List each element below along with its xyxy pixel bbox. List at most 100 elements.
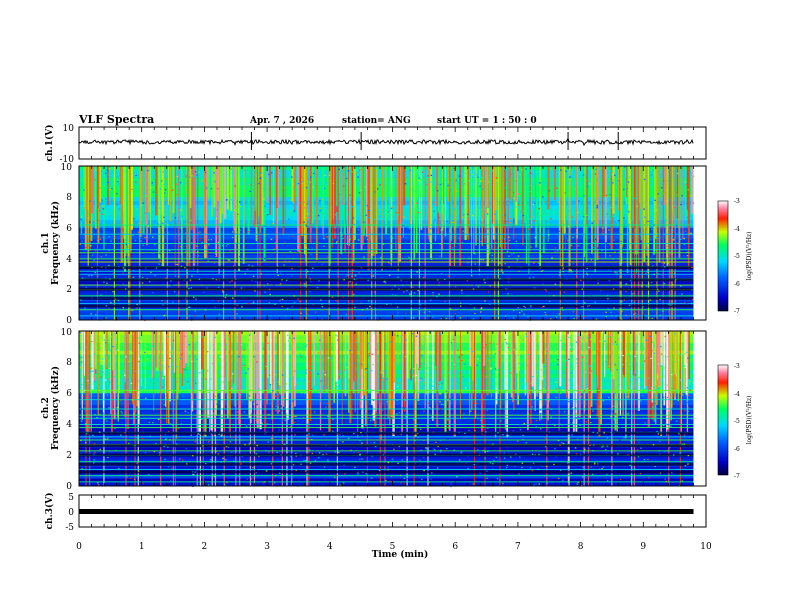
psd-streak <box>360 166 363 251</box>
psd-speckle <box>405 414 408 416</box>
psd-speckle <box>532 203 534 206</box>
psd-speckle <box>213 412 215 414</box>
psd-speckle <box>107 378 110 380</box>
psd-speckle <box>218 346 220 348</box>
psd-speckle <box>518 187 520 189</box>
psd-speckle <box>575 412 578 415</box>
psd-streak <box>189 166 192 208</box>
psd-speckle <box>642 380 645 382</box>
psd-speckle <box>444 278 446 281</box>
psd-speckle <box>262 248 265 250</box>
psd-speckle <box>575 453 578 455</box>
psd-streak <box>161 166 163 215</box>
psd-streak <box>522 166 524 246</box>
psd-speckle <box>611 433 613 435</box>
psd-speckle <box>188 344 190 346</box>
psd-speckle <box>227 259 230 261</box>
psd-speckle <box>297 346 299 348</box>
psd-speckle <box>570 167 573 169</box>
psd-streak <box>660 331 663 366</box>
psd-speckle <box>641 395 644 397</box>
psd-streak <box>95 166 98 228</box>
psd-speckle <box>107 437 109 439</box>
psd-speckle <box>571 363 573 366</box>
psd-speckle <box>615 315 618 317</box>
psd-speckle <box>383 370 385 372</box>
psd-speckle <box>679 353 682 355</box>
psd-speckle <box>100 266 103 268</box>
psd-speckle <box>186 381 189 383</box>
psd-speckle <box>545 352 548 354</box>
psd-speckle <box>494 242 497 244</box>
psd-speckle <box>589 365 591 368</box>
psd-speckle <box>223 438 225 441</box>
psd-speckle <box>91 274 93 277</box>
psd-speckle <box>602 227 604 229</box>
psd-speckle <box>248 395 251 397</box>
psd-speckle <box>477 176 479 178</box>
psd-speckle <box>105 379 107 381</box>
psd-speckle <box>279 472 281 474</box>
psd-speckle <box>284 192 286 194</box>
psd-speckle <box>240 463 242 465</box>
psd-speckle <box>301 284 304 287</box>
psd-speckle <box>257 343 259 345</box>
psd-streak <box>354 331 356 412</box>
psd-speckle <box>417 391 419 393</box>
psd-speckle <box>163 216 165 218</box>
psd-speckle <box>422 276 425 279</box>
psd-speckle <box>661 262 663 264</box>
psd-speckle <box>487 365 490 367</box>
psd-speckle <box>114 332 117 335</box>
psd-speckle <box>127 361 130 363</box>
ch2-spec-ytick-4: 4 <box>66 420 72 430</box>
psd-speckle <box>485 431 487 433</box>
psd-speckle <box>475 375 478 377</box>
psd-speckle <box>644 422 646 424</box>
psd-speckle <box>359 383 361 386</box>
psd-speckle <box>575 358 578 360</box>
psd-streak <box>612 331 615 380</box>
psd-speckle <box>300 427 302 429</box>
psd-speckle <box>692 238 694 240</box>
psd-speckle <box>439 393 441 395</box>
psd-speckle <box>98 210 101 212</box>
psd-speckle <box>585 252 588 255</box>
psd-speckle <box>209 338 212 340</box>
psd-speckle <box>122 272 124 274</box>
psd-speckle <box>92 462 95 464</box>
psd-speckle <box>486 450 489 452</box>
psd-speckle <box>166 269 169 271</box>
psd-speckle <box>419 308 422 310</box>
psd-speckle <box>644 224 646 226</box>
psd-streak <box>450 166 452 242</box>
psd-speckle <box>175 365 178 368</box>
psd-streak <box>444 331 447 433</box>
psd-streak <box>86 166 88 250</box>
psd-streak <box>269 331 271 384</box>
psd-speckle <box>474 430 476 432</box>
psd-speckle <box>91 467 93 469</box>
psd-speckle <box>453 247 456 249</box>
psd-streak <box>682 166 684 239</box>
psd-speckle <box>305 247 307 249</box>
psd-speckle <box>279 476 282 478</box>
psd-streak <box>687 166 690 270</box>
psd-speckle <box>458 258 461 261</box>
psd-speckle <box>381 357 383 359</box>
psd-speckle <box>328 174 331 176</box>
psd-speckle <box>142 482 144 485</box>
psd-speckle <box>439 183 442 185</box>
psd-speckle <box>361 434 363 436</box>
psd-streak <box>591 166 593 255</box>
psd-speckle <box>607 317 610 319</box>
psd-speckle <box>419 379 422 381</box>
psd-speckle <box>425 447 427 449</box>
psd-speckle <box>234 185 236 187</box>
psd-speckle <box>342 482 345 484</box>
psd-speckle <box>607 294 610 296</box>
psd-speckle <box>262 482 265 484</box>
psd-speckle <box>622 187 625 190</box>
psd-speckle <box>574 188 576 190</box>
psd-speckle <box>532 375 534 378</box>
